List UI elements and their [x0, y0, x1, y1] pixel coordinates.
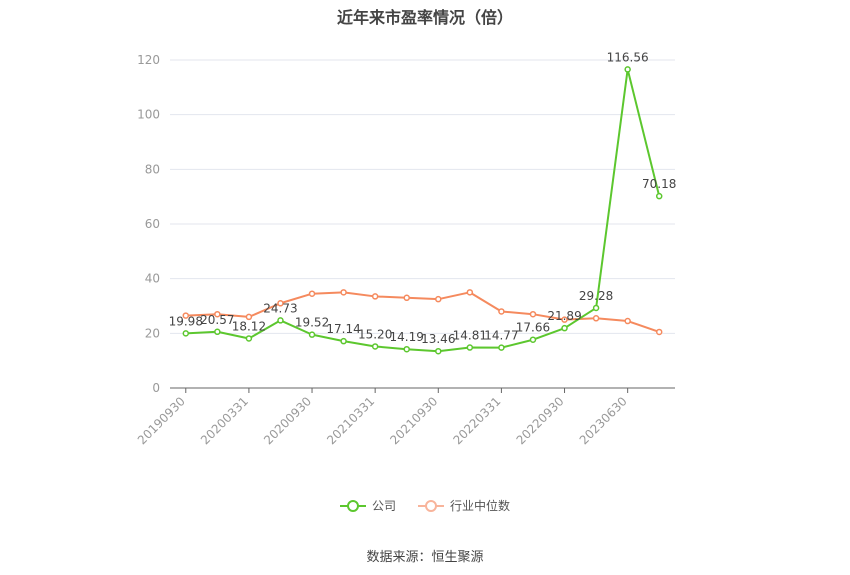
- grid-lines: [170, 59, 675, 334]
- data-label: 19.52: [295, 316, 329, 330]
- data-point: [308, 331, 316, 338]
- data-point: [403, 345, 410, 353]
- data-point: [277, 300, 284, 307]
- data-point: [466, 289, 474, 296]
- data-label: 17.14: [326, 322, 360, 336]
- y-tick-label: 60: [145, 217, 160, 231]
- y-tick-label: 120: [137, 53, 160, 67]
- data-point: [214, 328, 221, 336]
- data-label: 15.20: [358, 327, 392, 341]
- data-label: 13.46: [421, 332, 455, 346]
- data-point: [498, 308, 505, 315]
- legend: 公司 行业中位数: [0, 497, 850, 514]
- data-point: [245, 313, 253, 321]
- data-label: 70.18: [642, 177, 676, 191]
- data-point: [214, 310, 221, 318]
- y-axis-tick-labels: 0 20 40 60 80 100 120: [137, 53, 160, 395]
- line-chart: 0 20 40 60 80 100 120 20190930 20200331 20200930…: [135, 50, 677, 447]
- data-point: [592, 304, 600, 312]
- data-point: [624, 66, 631, 73]
- data-point: [529, 336, 537, 343]
- chart-title: 近年来市盈率情况（倍）: [336, 8, 513, 27]
- data-point: [403, 294, 410, 302]
- data-label: 29.28: [579, 289, 613, 303]
- y-tick-label: 40: [145, 272, 160, 286]
- x-tick-label: 20200930: [261, 394, 314, 447]
- series-line-company: [185, 68, 661, 353]
- data-label: 18.12: [232, 319, 266, 333]
- x-tick-label: 20230630: [577, 394, 630, 447]
- data-point: [182, 330, 190, 337]
- x-tick-label: 20210331: [324, 394, 377, 447]
- data-label: 21.89: [547, 309, 581, 323]
- data-point: [435, 295, 442, 303]
- legend-item-company[interactable]: 公司: [339, 497, 396, 514]
- data-point: [308, 290, 316, 297]
- data-label: 14.77: [484, 329, 518, 343]
- data-point: [277, 317, 284, 324]
- data-label: 116.56: [607, 50, 649, 64]
- data-point: [561, 316, 568, 323]
- data-label: 24.73: [263, 301, 297, 315]
- data-point: [561, 324, 568, 332]
- data-point: [340, 289, 347, 296]
- data-point: [498, 344, 505, 351]
- legend-label-company: 公司: [371, 499, 396, 513]
- data-point: [371, 343, 379, 350]
- x-tick-label: 20190930: [135, 394, 188, 447]
- x-tick-label: 20220331: [450, 394, 503, 447]
- x-tick-label: 20220930: [514, 394, 567, 447]
- data-point: [624, 317, 631, 325]
- series-lines: [182, 66, 663, 355]
- legend-line-marker-icon: [339, 499, 366, 513]
- data-label: 19.98: [169, 314, 203, 328]
- data-point: [655, 328, 663, 336]
- x-axis: [170, 387, 675, 393]
- data-point: [435, 347, 442, 355]
- data-point: [245, 335, 253, 342]
- data-point: [592, 315, 600, 322]
- legend-line-marker-icon: [418, 499, 444, 513]
- legend-item-industry-median[interactable]: 行业中位数: [418, 497, 510, 514]
- y-tick-label: 0: [152, 381, 160, 395]
- x-tick-label: 20210930: [387, 394, 440, 447]
- data-label: 17.66: [516, 321, 550, 335]
- y-tick-label: 20: [145, 326, 160, 340]
- data-point: [371, 293, 379, 300]
- data-point: [466, 344, 474, 351]
- x-axis-tick-labels: 20190930 20200331 20200930 20210331 20210930…: [135, 394, 630, 447]
- data-point: [182, 312, 190, 319]
- data-point: [340, 337, 347, 345]
- y-tick-label: 80: [145, 162, 160, 176]
- data-source: 数据来源：恒生聚源: [366, 550, 484, 565]
- data-label: 14.19: [390, 330, 424, 344]
- data-label: 20.57: [200, 313, 234, 327]
- x-tick-label: 20200331: [198, 394, 251, 447]
- y-tick-label: 100: [137, 108, 160, 122]
- data-label: 14.81: [453, 329, 487, 343]
- data-point: [529, 310, 537, 318]
- data-point: [655, 192, 663, 200]
- legend-label-industry-median: 行业中位数: [450, 499, 511, 513]
